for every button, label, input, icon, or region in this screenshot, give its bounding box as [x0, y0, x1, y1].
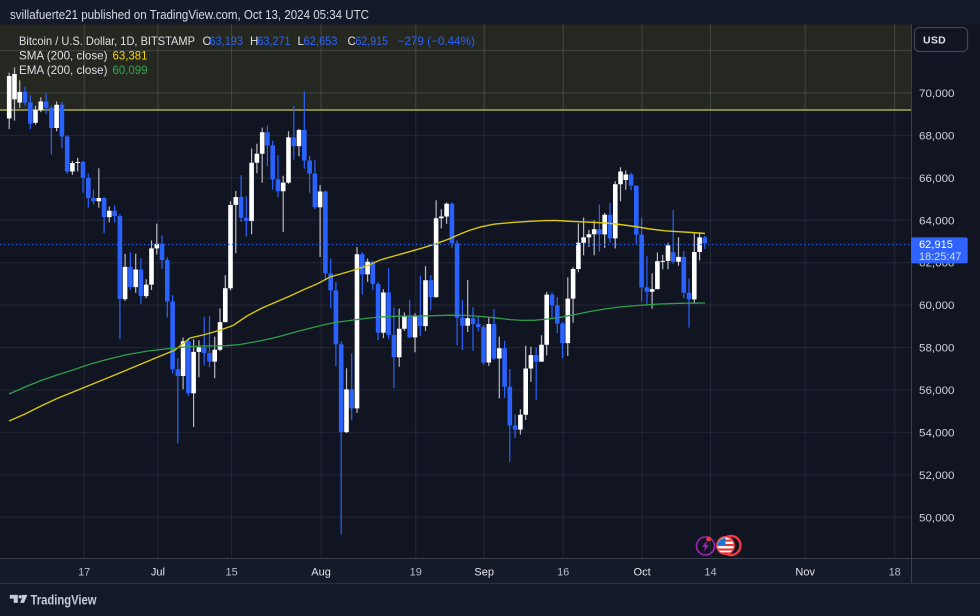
svg-text:54,000: 54,000 — [919, 427, 955, 439]
svg-text:USD: USD — [923, 35, 946, 47]
svg-text:svillafuerte21 published on Tr: svillafuerte21 published on TradingView.… — [10, 7, 369, 22]
svg-text:H: H — [250, 35, 258, 48]
svg-text:Nov: Nov — [795, 567, 815, 579]
svg-text:68,000: 68,000 — [919, 130, 955, 142]
svg-text:L: L — [298, 35, 305, 48]
svg-text:15: 15 — [225, 567, 237, 579]
svg-text:Jul: Jul — [151, 567, 165, 579]
svg-text:14: 14 — [704, 567, 716, 579]
svg-text:Sep: Sep — [474, 567, 494, 579]
svg-text:18:25:47: 18:25:47 — [919, 251, 962, 263]
svg-text:50,000: 50,000 — [919, 512, 955, 524]
svg-text:63,271: 63,271 — [258, 35, 291, 48]
svg-text:62,653: 62,653 — [304, 35, 338, 48]
svg-text:19: 19 — [410, 567, 422, 579]
svg-text:SMA (200, close): SMA (200, close) — [19, 50, 108, 63]
svg-text:Oct: Oct — [634, 567, 651, 579]
svg-text:−279 (−0.44%): −279 (−0.44%) — [398, 35, 476, 48]
svg-text:56,000: 56,000 — [919, 385, 955, 397]
svg-text:63,381: 63,381 — [113, 50, 148, 63]
svg-text:Bitcoin / U.S. Dollar, 1D, BIT: Bitcoin / U.S. Dollar, 1D, BITSTAMP — [19, 35, 195, 48]
svg-text:Aug: Aug — [311, 567, 331, 579]
svg-text:62,915: 62,915 — [919, 239, 953, 251]
svg-text:17: 17 — [78, 567, 90, 579]
svg-text:52,000: 52,000 — [919, 470, 955, 482]
svg-text:64,000: 64,000 — [919, 215, 955, 227]
svg-text:EMA (200, close): EMA (200, close) — [19, 64, 108, 77]
svg-text:58,000: 58,000 — [919, 343, 955, 355]
svg-text:C: C — [348, 35, 356, 48]
svg-text:60,099: 60,099 — [113, 64, 148, 77]
svg-text:TradingView: TradingView — [31, 592, 97, 608]
svg-text:63,193: 63,193 — [210, 35, 244, 48]
svg-text:18: 18 — [889, 567, 901, 579]
svg-text:16: 16 — [557, 567, 569, 579]
svg-text:66,000: 66,000 — [919, 173, 955, 185]
svg-text:O: O — [203, 35, 212, 48]
svg-text:70,000: 70,000 — [919, 88, 955, 100]
svg-text:62,915: 62,915 — [356, 35, 389, 48]
svg-text:60,000: 60,000 — [919, 300, 955, 312]
